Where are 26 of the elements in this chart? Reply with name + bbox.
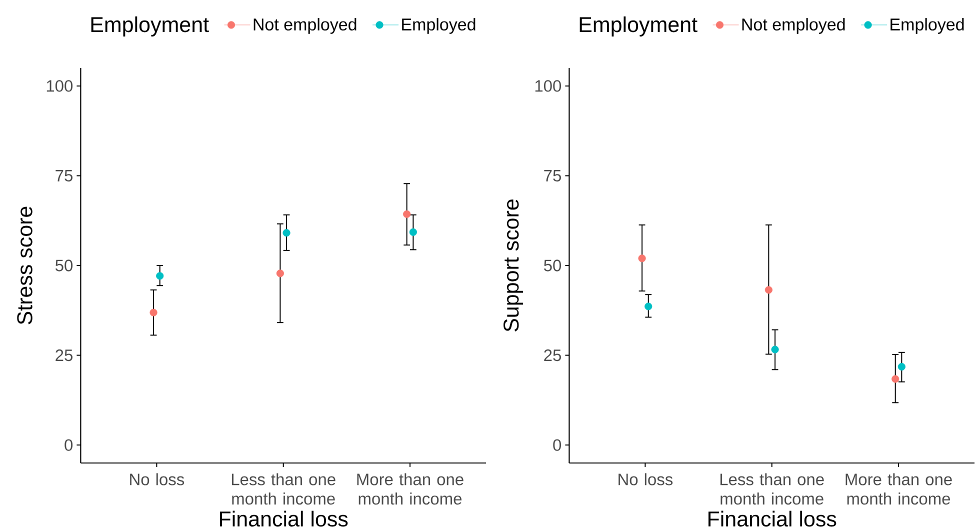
y-tick-label: 100 <box>535 80 562 92</box>
x-tick-label: No loss <box>130 473 184 486</box>
x-tick-label: Less than one month income <box>232 473 336 505</box>
y-tick-label: 25 <box>56 349 72 362</box>
y-tick-label: 50 <box>55 260 73 272</box>
y-tick-label: 75 <box>544 170 561 182</box>
y-tick-label: 0 <box>553 439 562 451</box>
x-tick-label: More than one month income <box>846 473 952 505</box>
legend-label: Not employed <box>742 18 845 34</box>
y-tick-label: 75 <box>56 170 72 182</box>
x-axis-title: Financial loss <box>220 510 348 527</box>
y-tick-label: 50 <box>544 260 562 272</box>
x-tick-label: Less than one month income <box>720 473 824 505</box>
x-tick-label: No loss <box>618 473 673 486</box>
y-tick-label: 100 <box>46 80 73 92</box>
y-axis-title: Support score <box>504 200 524 332</box>
legend-label: Employed <box>402 18 476 34</box>
y-tick-label: 0 <box>64 439 73 451</box>
legend-label: Not employed <box>254 18 356 34</box>
legend-label: Employed <box>890 18 964 34</box>
x-axis-title: Financial loss <box>708 510 836 527</box>
y-tick-label: 25 <box>544 349 561 362</box>
legend-title: Employment <box>91 16 209 36</box>
y-axis-title: Stress score <box>17 206 32 324</box>
legend-title: Employment <box>580 16 698 36</box>
x-tick-label: More than one month income <box>357 473 464 505</box>
